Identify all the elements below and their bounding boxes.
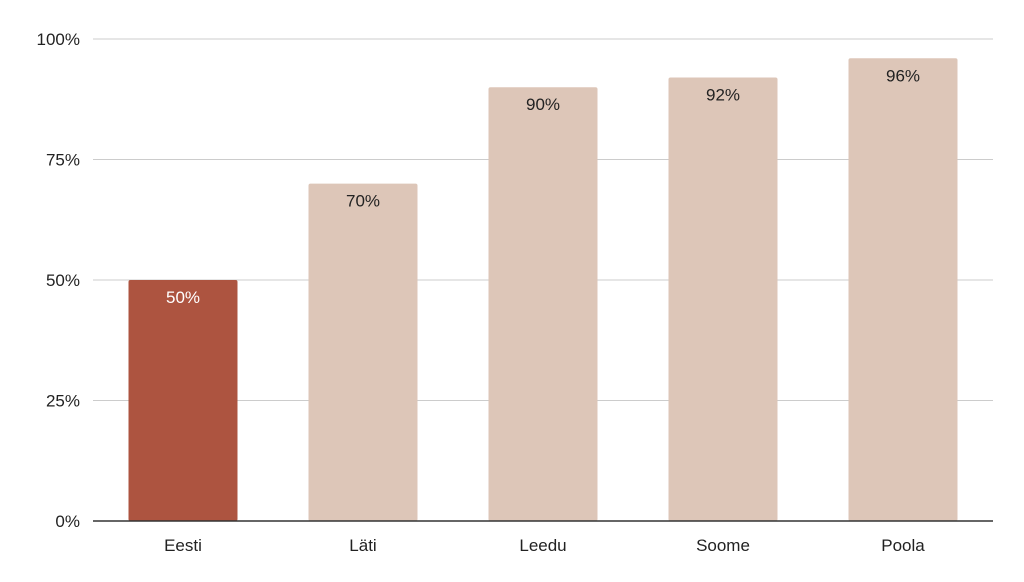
y-tick-label-3: 75% xyxy=(46,151,80,170)
y-tick-label-0: 0% xyxy=(55,512,80,531)
bar-poola xyxy=(848,58,958,521)
x-tick-label-0: Eesti xyxy=(164,536,202,555)
axes: 0% 25% 50% 75% 100% Eesti Läti Leedu Soome Poola xyxy=(37,30,993,555)
x-tick-label-2: Leedu xyxy=(519,536,566,555)
x-tick-label-4: Poola xyxy=(881,536,925,555)
y-tick-label-1: 25% xyxy=(46,392,80,411)
x-tick-label-3: Soome xyxy=(696,536,750,555)
bar-läti xyxy=(308,183,418,521)
bar-eesti xyxy=(128,280,238,521)
data-label-3: 92% xyxy=(706,86,740,105)
bar-soome xyxy=(668,77,778,521)
bars: 50% 70% 90% 92% 96% xyxy=(128,58,958,521)
y-tick-label-2: 50% xyxy=(46,271,80,290)
bar-leedu xyxy=(488,87,598,521)
data-label-2: 90% xyxy=(526,95,560,114)
data-label-0: 50% xyxy=(166,288,200,307)
y-tick-label-4: 100% xyxy=(37,30,80,49)
data-label-1: 70% xyxy=(346,192,380,211)
data-label-4: 96% xyxy=(886,66,920,85)
x-tick-label-1: Läti xyxy=(349,536,376,555)
